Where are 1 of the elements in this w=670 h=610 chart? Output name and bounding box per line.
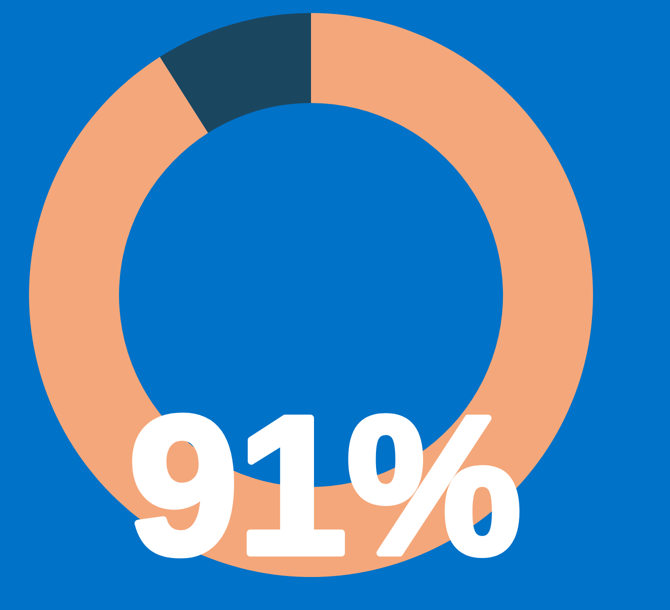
donut-slice	[160, 13, 311, 133]
